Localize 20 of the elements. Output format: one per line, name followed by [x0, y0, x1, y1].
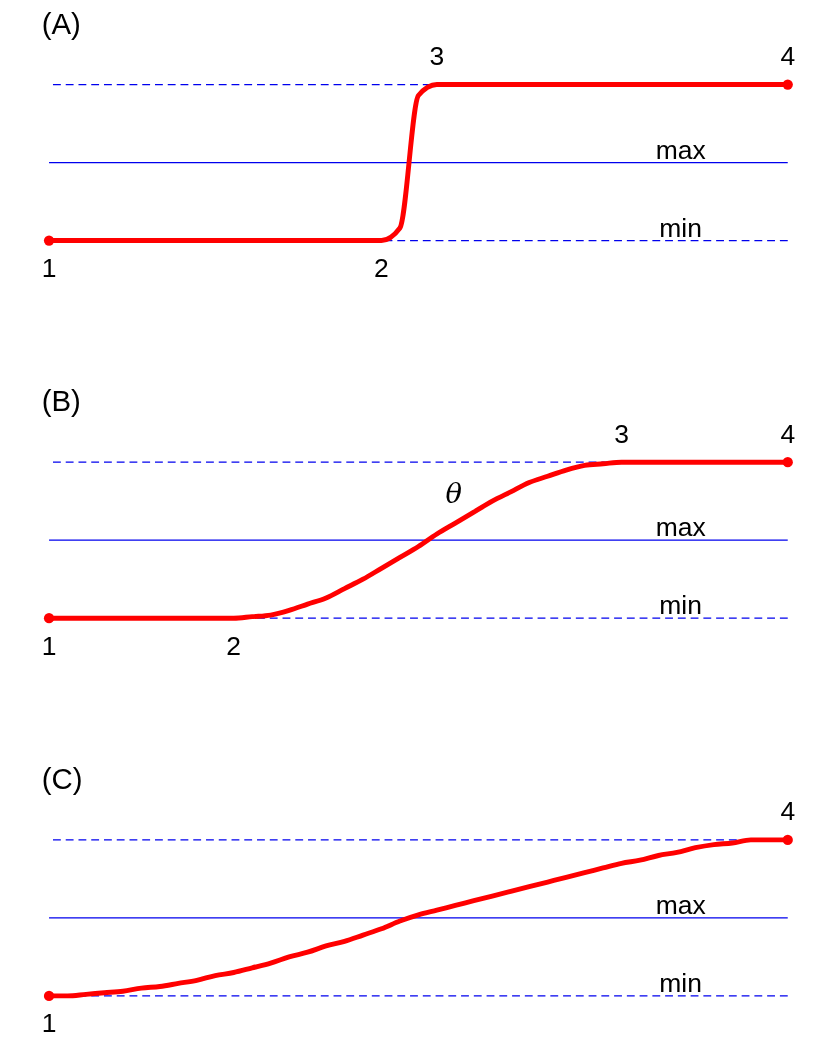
ref-line-label: max [655, 512, 706, 543]
x-tick-label: 2 [374, 252, 389, 283]
x-tick-label: 4 [780, 418, 796, 449]
chart-title: (C) [41, 761, 83, 795]
x-tick-label: 3 [614, 418, 629, 449]
ref-line-label: min [659, 212, 702, 243]
x-tick-label: 1 [41, 630, 57, 661]
annotation: θ [445, 477, 463, 509]
x-tick-label: 3 [429, 40, 445, 71]
ref-line-label: max [655, 889, 706, 920]
x-tick-label: 4 [780, 796, 796, 827]
ref-line-label: max [655, 134, 706, 165]
ref-line-label: min [659, 590, 702, 621]
x-tick-label: 4 [780, 40, 796, 71]
x-tick-label: 1 [41, 1008, 57, 1039]
chart-title: (B) [41, 384, 81, 418]
ref-line-label: min [659, 967, 702, 998]
chart-title: (A) [41, 6, 81, 40]
x-tick-label: 2 [226, 630, 242, 661]
x-tick-label: 1 [41, 252, 57, 283]
